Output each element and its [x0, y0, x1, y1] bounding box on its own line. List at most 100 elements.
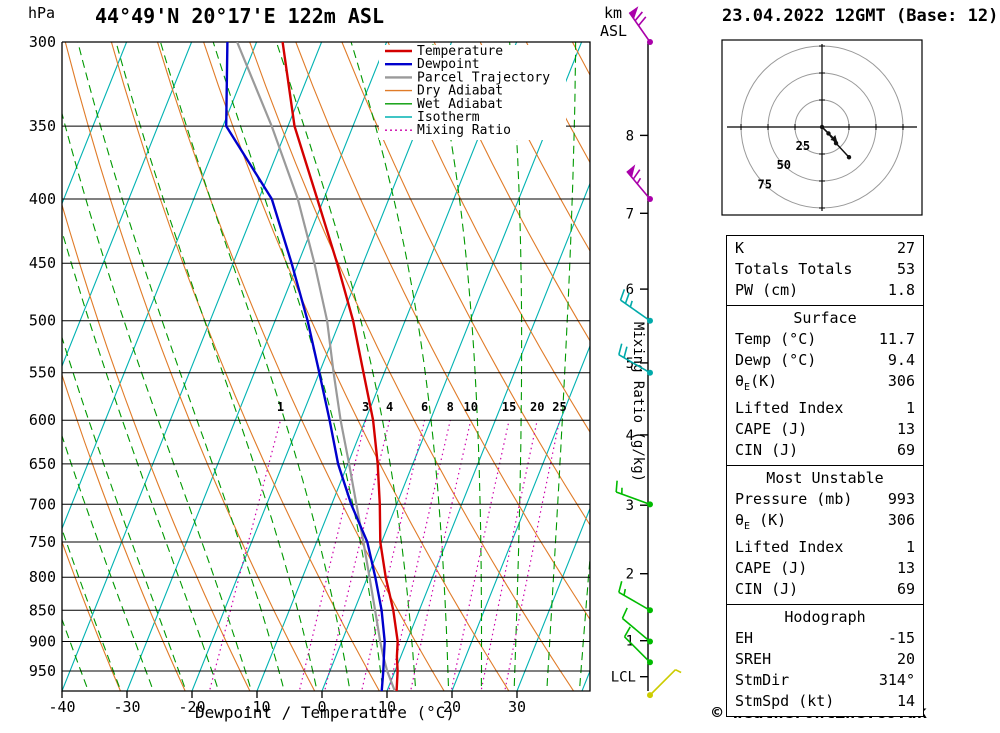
stat-label: Pressure (mb)	[735, 490, 853, 508]
wind-barb-full	[623, 346, 628, 358]
stat-value: 53	[896, 260, 915, 278]
legend-background	[379, 45, 566, 140]
stat-label: Totals Totals	[735, 260, 853, 278]
isotherm-line	[62, 42, 323, 691]
mixing-ratio-value-label: 6	[421, 400, 428, 414]
storm-motion-vector	[821, 126, 834, 138]
hodograph-trace-dot	[833, 141, 839, 146]
pressure-tick-label: 350	[29, 117, 56, 135]
stat-label: K	[735, 239, 745, 257]
pressure-tick-label: 900	[29, 632, 56, 650]
altitude-tick-label: 3	[626, 498, 634, 514]
stat-value: 11.7	[878, 330, 915, 348]
dry-adiabat-line	[479, 42, 590, 253]
temp-tick-label: -40	[48, 698, 75, 716]
wet-adiabat-line	[62, 527, 122, 691]
wind-barb-half	[636, 177, 642, 185]
altitude-axis-unit-asl: ASL	[600, 22, 627, 40]
mixing-ratio-value-label: 1	[277, 400, 284, 414]
dry-adiabat-line	[387, 42, 590, 434]
legend-label-isotherm: Isotherm	[417, 110, 480, 125]
stat-row: CIN (J) 69	[735, 440, 915, 461]
stat-label: CAPE (J)	[735, 420, 808, 438]
mixing-ratio-line	[450, 420, 510, 691]
stat-value: -15	[887, 629, 915, 647]
pressure-tick-label: 550	[29, 364, 56, 382]
stat-value: 1.8	[887, 281, 915, 299]
stat-row: θE (K) 306	[735, 510, 915, 537]
stat-row: PW (cm) 1.8	[735, 280, 915, 301]
legend-label-mixing_ratio: Mixing Ratio	[417, 123, 511, 138]
x-axis-label: Dewpoint / Temperature (°C)	[195, 703, 455, 722]
hodograph-ring-label: 25	[796, 139, 810, 153]
stat-label: CIN (J)	[735, 580, 799, 598]
mixing-ratio-value-label: 8	[447, 400, 454, 414]
mixing-ratio-labels: 1 3 4 6 8 10 15 20 25	[277, 400, 567, 414]
altitude-tick-label: 2	[626, 567, 634, 583]
stat-row: Lifted Index 1	[735, 398, 915, 419]
legend-label-dry_adiabat: Dry Adiabat	[417, 84, 503, 99]
temp-tick-label: 10	[378, 698, 396, 716]
stat-value: 69	[896, 441, 915, 459]
stats-section: K 27 Totals Totals 53 PW (cm) 1.8	[726, 235, 924, 306]
temp-tick-label: -20	[178, 698, 205, 716]
stat-label: CAPE (J)	[735, 559, 808, 577]
stat-row: StmDir 314°	[735, 670, 915, 691]
stat-label: Dewp (°C)	[735, 351, 817, 369]
pressure-tick-label: 850	[29, 601, 56, 619]
stat-label: StmSpd (kt)	[735, 692, 835, 710]
stat-row: SREH 20	[735, 649, 915, 670]
pressure-tick-label: 400	[29, 190, 56, 208]
stat-value: 9.4	[887, 351, 915, 369]
stat-value: 1	[905, 538, 915, 556]
pressure-tick-label: 800	[29, 568, 56, 586]
legend-label-parcel: Parcel Trajectory	[417, 70, 550, 85]
pressure-tick-label: 700	[29, 495, 56, 513]
wind-barb-full	[621, 607, 628, 619]
dewpoint-curve	[224, 42, 386, 691]
stat-value: 27	[896, 239, 915, 257]
altitude-tick-label: 6	[626, 282, 634, 298]
stat-row: Pressure (mb) 993	[735, 489, 915, 510]
stat-label: Temp (°C)	[735, 330, 817, 348]
wet-adiabat-line	[77, 42, 285, 691]
isotherm-line	[386, 182, 590, 691]
mixing-ratio-line	[480, 420, 538, 691]
stat-value: 314°	[878, 671, 915, 689]
stat-row: CIN (J) 69	[735, 579, 915, 600]
wet-adiabat-line	[350, 42, 450, 691]
altitude-tick-label: 5	[626, 356, 634, 372]
temp-tick-label: -30	[113, 698, 140, 716]
stat-value: 69	[896, 580, 915, 598]
wet-adiabat-line	[115, 42, 318, 691]
wind-barb-staff	[628, 12, 651, 43]
mixing-ratio-value-label: 10	[464, 400, 478, 414]
stat-value: 993	[887, 490, 915, 508]
mixing-ratio-value-label: 3	[362, 400, 369, 414]
stats-section-title: Most Unstable	[766, 469, 884, 487]
mixing-ratio-value-label: 20	[530, 400, 544, 414]
hodograph-ring-label: 50	[777, 158, 791, 172]
isotherm-line	[321, 42, 583, 691]
wet-adiabat-line	[546, 42, 577, 691]
stats-section: Surface Temp (°C) 11.7 Dewp (°C) 9.4 θE(K) 306…	[726, 305, 924, 466]
parcel-trajectory-curve-line	[236, 42, 397, 691]
legend-label-wet_adiabat: Wet Adiabat	[417, 97, 503, 112]
wind-barb-full	[624, 292, 631, 304]
wind-barb-full	[615, 480, 618, 493]
dewpoint-curve-line	[224, 42, 386, 691]
pressure-tick-label: 600	[29, 411, 56, 429]
pressure-tick-label: 750	[29, 533, 56, 551]
stats-section: Most Unstable Pressure (mb) 993 θE (K) 306 Li…	[726, 465, 924, 605]
pressure-tick-label: 950	[29, 662, 56, 680]
pressure-tick-label: 650	[29, 455, 56, 473]
stat-label: StmDir	[735, 671, 790, 689]
temp-tick-label: -10	[243, 698, 270, 716]
stat-row: θE(K) 306	[735, 371, 915, 398]
dry-adiabat-line	[64, 42, 316, 691]
stats-section-title: Hodograph	[784, 608, 866, 626]
wet-adiabat-line	[578, 550, 590, 691]
wind-barb-full	[623, 626, 631, 638]
